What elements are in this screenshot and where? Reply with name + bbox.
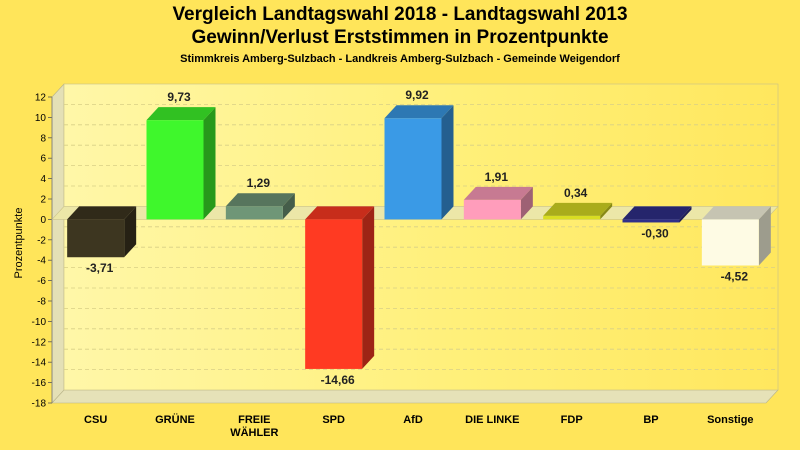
y-tick-label: 8 bbox=[40, 133, 46, 144]
chart-title: Vergleich Landtagswahl 2018 - Landtagswa… bbox=[172, 4, 628, 25]
bar-front bbox=[225, 206, 283, 220]
x-tick-label: FDP bbox=[561, 414, 583, 426]
y-tick-label: 0 bbox=[40, 215, 46, 226]
bar-side bbox=[600, 202, 613, 220]
y-tick-label: -18 bbox=[32, 399, 47, 410]
bar-top bbox=[384, 105, 454, 119]
data-label: 1,91 bbox=[485, 170, 509, 184]
bar-front bbox=[384, 118, 442, 220]
data-label: -3,71 bbox=[86, 261, 114, 275]
bar-csu bbox=[67, 206, 137, 258]
y-tick-label: 6 bbox=[40, 154, 46, 165]
data-label: -4,52 bbox=[721, 270, 749, 284]
bar-top bbox=[146, 107, 216, 121]
y-tick-label: -14 bbox=[32, 358, 47, 369]
bar-side bbox=[203, 107, 216, 220]
y-tick-label: -2 bbox=[37, 235, 46, 246]
bar-die linke bbox=[463, 186, 533, 220]
x-tick-label: Sonstige bbox=[707, 414, 753, 426]
bar-top bbox=[305, 206, 375, 220]
data-label: 9,73 bbox=[167, 90, 191, 104]
y-tick-label: -8 bbox=[37, 297, 46, 308]
x-tick-label: SPD bbox=[322, 414, 345, 426]
bar-top bbox=[701, 206, 771, 220]
bar-front bbox=[146, 120, 204, 220]
x-tick-label: CSU bbox=[84, 414, 107, 426]
y-tick-label: 10 bbox=[35, 113, 47, 124]
bar-side bbox=[441, 105, 454, 220]
x-tick-label: WÄHLER bbox=[230, 426, 278, 439]
chart-caption: Stimmkreis Amberg-Sulzbach - Landkreis A… bbox=[180, 53, 620, 65]
x-tick-label: DIE LINKE bbox=[465, 414, 519, 426]
bar-top bbox=[622, 206, 692, 220]
y-tick-label: 2 bbox=[40, 195, 46, 206]
chart-subtitle: Gewinn/Verlust Erststimmen in Prozentpun… bbox=[191, 27, 609, 48]
bar-side bbox=[282, 193, 295, 220]
bar-side bbox=[679, 206, 692, 223]
y-tick-label: 4 bbox=[40, 174, 46, 185]
floor bbox=[51, 389, 779, 404]
bar-grüne bbox=[146, 107, 216, 220]
x-tick-label: AfD bbox=[403, 414, 423, 426]
y-tick-label: -10 bbox=[32, 317, 47, 328]
y-axis-label: Prozentpunkte bbox=[13, 208, 25, 279]
bar-bp bbox=[622, 206, 692, 223]
bar-front bbox=[701, 219, 759, 266]
y-tick-label: -16 bbox=[32, 378, 47, 389]
x-tick-label: GRÜNE bbox=[155, 413, 195, 426]
y-tick-label: -4 bbox=[37, 256, 46, 267]
bar-side bbox=[362, 206, 375, 369]
data-label: 0,34 bbox=[564, 186, 588, 200]
bar-spd bbox=[305, 206, 375, 369]
bar-sonstige bbox=[701, 206, 771, 266]
bar-front bbox=[463, 199, 521, 220]
data-label: 9,92 bbox=[405, 88, 429, 102]
y-tick-label: -12 bbox=[32, 337, 47, 348]
bar-side bbox=[520, 186, 533, 220]
bar-top bbox=[67, 206, 137, 220]
bar-front bbox=[622, 219, 680, 223]
x-tick-label: FREIE bbox=[238, 414, 270, 426]
bar-top bbox=[543, 202, 613, 216]
bar-side bbox=[758, 206, 771, 266]
data-label: 1,29 bbox=[247, 176, 271, 190]
bar-front bbox=[305, 219, 363, 369]
data-label: -0,30 bbox=[641, 226, 669, 240]
bar-freie-wähler bbox=[225, 193, 295, 220]
left-wall bbox=[51, 83, 65, 404]
bar-top bbox=[225, 193, 295, 207]
bar-fdp bbox=[543, 202, 613, 220]
y-tick-label: -6 bbox=[37, 276, 46, 287]
y-tick-label: 12 bbox=[35, 93, 47, 104]
bar-front bbox=[67, 219, 125, 258]
data-label: -14,66 bbox=[321, 373, 355, 387]
bar-top bbox=[463, 186, 533, 200]
bar-side bbox=[124, 206, 137, 258]
x-tick-label: BP bbox=[643, 414, 658, 426]
bar-front bbox=[543, 215, 601, 220]
bar-afd bbox=[384, 105, 454, 220]
